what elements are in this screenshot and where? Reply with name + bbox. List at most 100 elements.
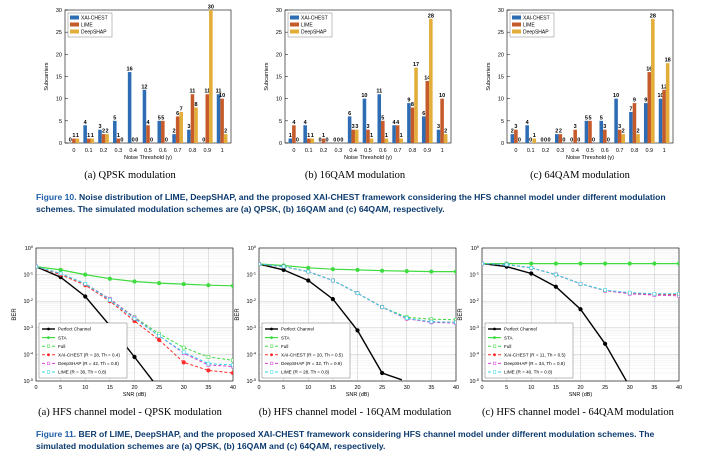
- x-tick-label: 0.1: [85, 148, 93, 154]
- bar-xai-chest: [187, 129, 191, 143]
- y-tick-label: 5: [59, 119, 62, 125]
- legend-marker: [47, 336, 50, 339]
- data-label: 12: [661, 84, 667, 90]
- data-label: 3: [574, 124, 577, 130]
- data-label: 12: [141, 84, 147, 90]
- bar-lime: [632, 103, 637, 143]
- data-point: [355, 328, 360, 333]
- data-point: [58, 271, 63, 276]
- data-label: 11: [376, 89, 382, 95]
- data-label: 3: [352, 124, 355, 130]
- bar-xai-chest: [142, 89, 147, 143]
- series-lines: [36, 264, 233, 381]
- data-label: 1: [533, 133, 536, 139]
- y-tick-label: 10-4: [246, 351, 256, 358]
- x-tick-label: 15: [107, 385, 113, 391]
- y-axis-label: Subcarriers: [486, 62, 492, 90]
- legend-label: DeepSHAP (R = 34, Th = 0.9): [504, 361, 565, 366]
- data-point: [306, 269, 311, 274]
- bar-deepshap: [223, 134, 228, 143]
- y-tick-label: 10: [56, 97, 62, 103]
- data-point: [627, 261, 632, 266]
- x-tick-label: 0.2: [320, 148, 328, 154]
- bar-lime: [617, 129, 622, 143]
- data-point: [404, 316, 409, 320]
- figure-10-label: Figure 10.: [36, 192, 77, 202]
- data-point: [157, 334, 161, 338]
- figure-11-caption: Figure 11. BER of LIME, DeepSHAP, and th…: [36, 428, 696, 452]
- x-tick-label: 0.4: [129, 148, 137, 154]
- bar-lime: [440, 98, 444, 143]
- x-tick-label: 0.8: [189, 148, 197, 154]
- y-tick-label: 10-2: [469, 298, 479, 305]
- data-label: 9: [644, 98, 647, 104]
- bar-lime: [573, 129, 577, 143]
- x-axis-label: SNR (dB): [569, 392, 593, 398]
- bar-lime: [321, 138, 326, 143]
- figure-10-text: Noise distribution of LIME, DeepSHAP, an…: [36, 192, 666, 214]
- y-tick-label: 10: [498, 97, 504, 103]
- x-tick-label: 0.3: [115, 148, 123, 154]
- data-point: [107, 276, 112, 281]
- data-label: 4: [393, 120, 397, 126]
- bar-lime: [395, 125, 400, 143]
- data-point: [206, 355, 211, 359]
- x-tick-label: 0.3: [335, 148, 343, 154]
- data-point: [603, 288, 607, 292]
- data-point: [157, 280, 162, 286]
- data-label: 9: [633, 98, 636, 104]
- bar-xai-chest: [599, 120, 604, 143]
- legend-box: [38, 322, 128, 379]
- bar-xai-chest: [525, 125, 529, 143]
- bar-lime: [101, 134, 106, 143]
- data-label: 0: [69, 138, 72, 144]
- y-tick-label: 5: [279, 119, 282, 125]
- data-point: [482, 261, 484, 266]
- x-tick-label: 0: [514, 148, 517, 154]
- bar-lime: [146, 125, 150, 143]
- bar-xai-chest: [555, 134, 559, 143]
- y-tick-label: 10-4: [469, 351, 479, 358]
- x-tick-label: 0.5: [586, 148, 594, 154]
- data-point: [404, 269, 409, 274]
- bar-lime: [410, 107, 415, 143]
- data-label: 10: [219, 93, 225, 99]
- x-tick-label: 10: [82, 385, 88, 391]
- data-label: 4: [526, 120, 530, 126]
- x-axis-label: SNR (dB): [346, 392, 370, 398]
- data-label: 17: [413, 62, 419, 68]
- legend-marker: [493, 370, 497, 374]
- data-label: 0: [132, 138, 135, 144]
- bar-lime: [603, 129, 607, 143]
- legend-swatch: [290, 22, 299, 27]
- bar-deepshap: [665, 63, 670, 144]
- legend-label: DeepSHAP: [81, 30, 107, 36]
- bar-lime: [161, 120, 165, 143]
- bar-lime: [514, 129, 518, 143]
- y-tick-label: 0: [59, 141, 62, 147]
- x-tick-label: 1: [221, 148, 224, 154]
- y-tick-label: 10-1: [246, 272, 256, 279]
- legend-marker: [493, 361, 497, 365]
- data-label: 11: [204, 89, 210, 95]
- legend-label: XAI-CHEST (R = 28, Th = 0.4): [58, 353, 120, 358]
- bar-xai-chest: [303, 125, 307, 143]
- data-point: [132, 279, 137, 284]
- data-label: 2: [102, 129, 105, 135]
- x-tick-label: 0.3: [557, 148, 565, 154]
- data-label: 1: [87, 133, 90, 139]
- data-label: 6: [422, 111, 425, 117]
- data-label: 2: [636, 129, 639, 135]
- data-point: [231, 363, 233, 367]
- data-label: 0: [544, 138, 547, 144]
- y-tick-label: 10: [276, 97, 282, 103]
- y-tick-label: 0: [279, 141, 282, 147]
- bar-deepshap: [179, 111, 183, 143]
- bar-lime: [588, 120, 592, 143]
- data-label: 3: [187, 124, 190, 130]
- legend-swatch: [70, 15, 79, 20]
- data-label: 3: [618, 124, 621, 130]
- data-point: [36, 264, 38, 269]
- x-tick-label: 1: [663, 148, 666, 154]
- x-axis-label: Noise Threshold (γ): [566, 155, 614, 160]
